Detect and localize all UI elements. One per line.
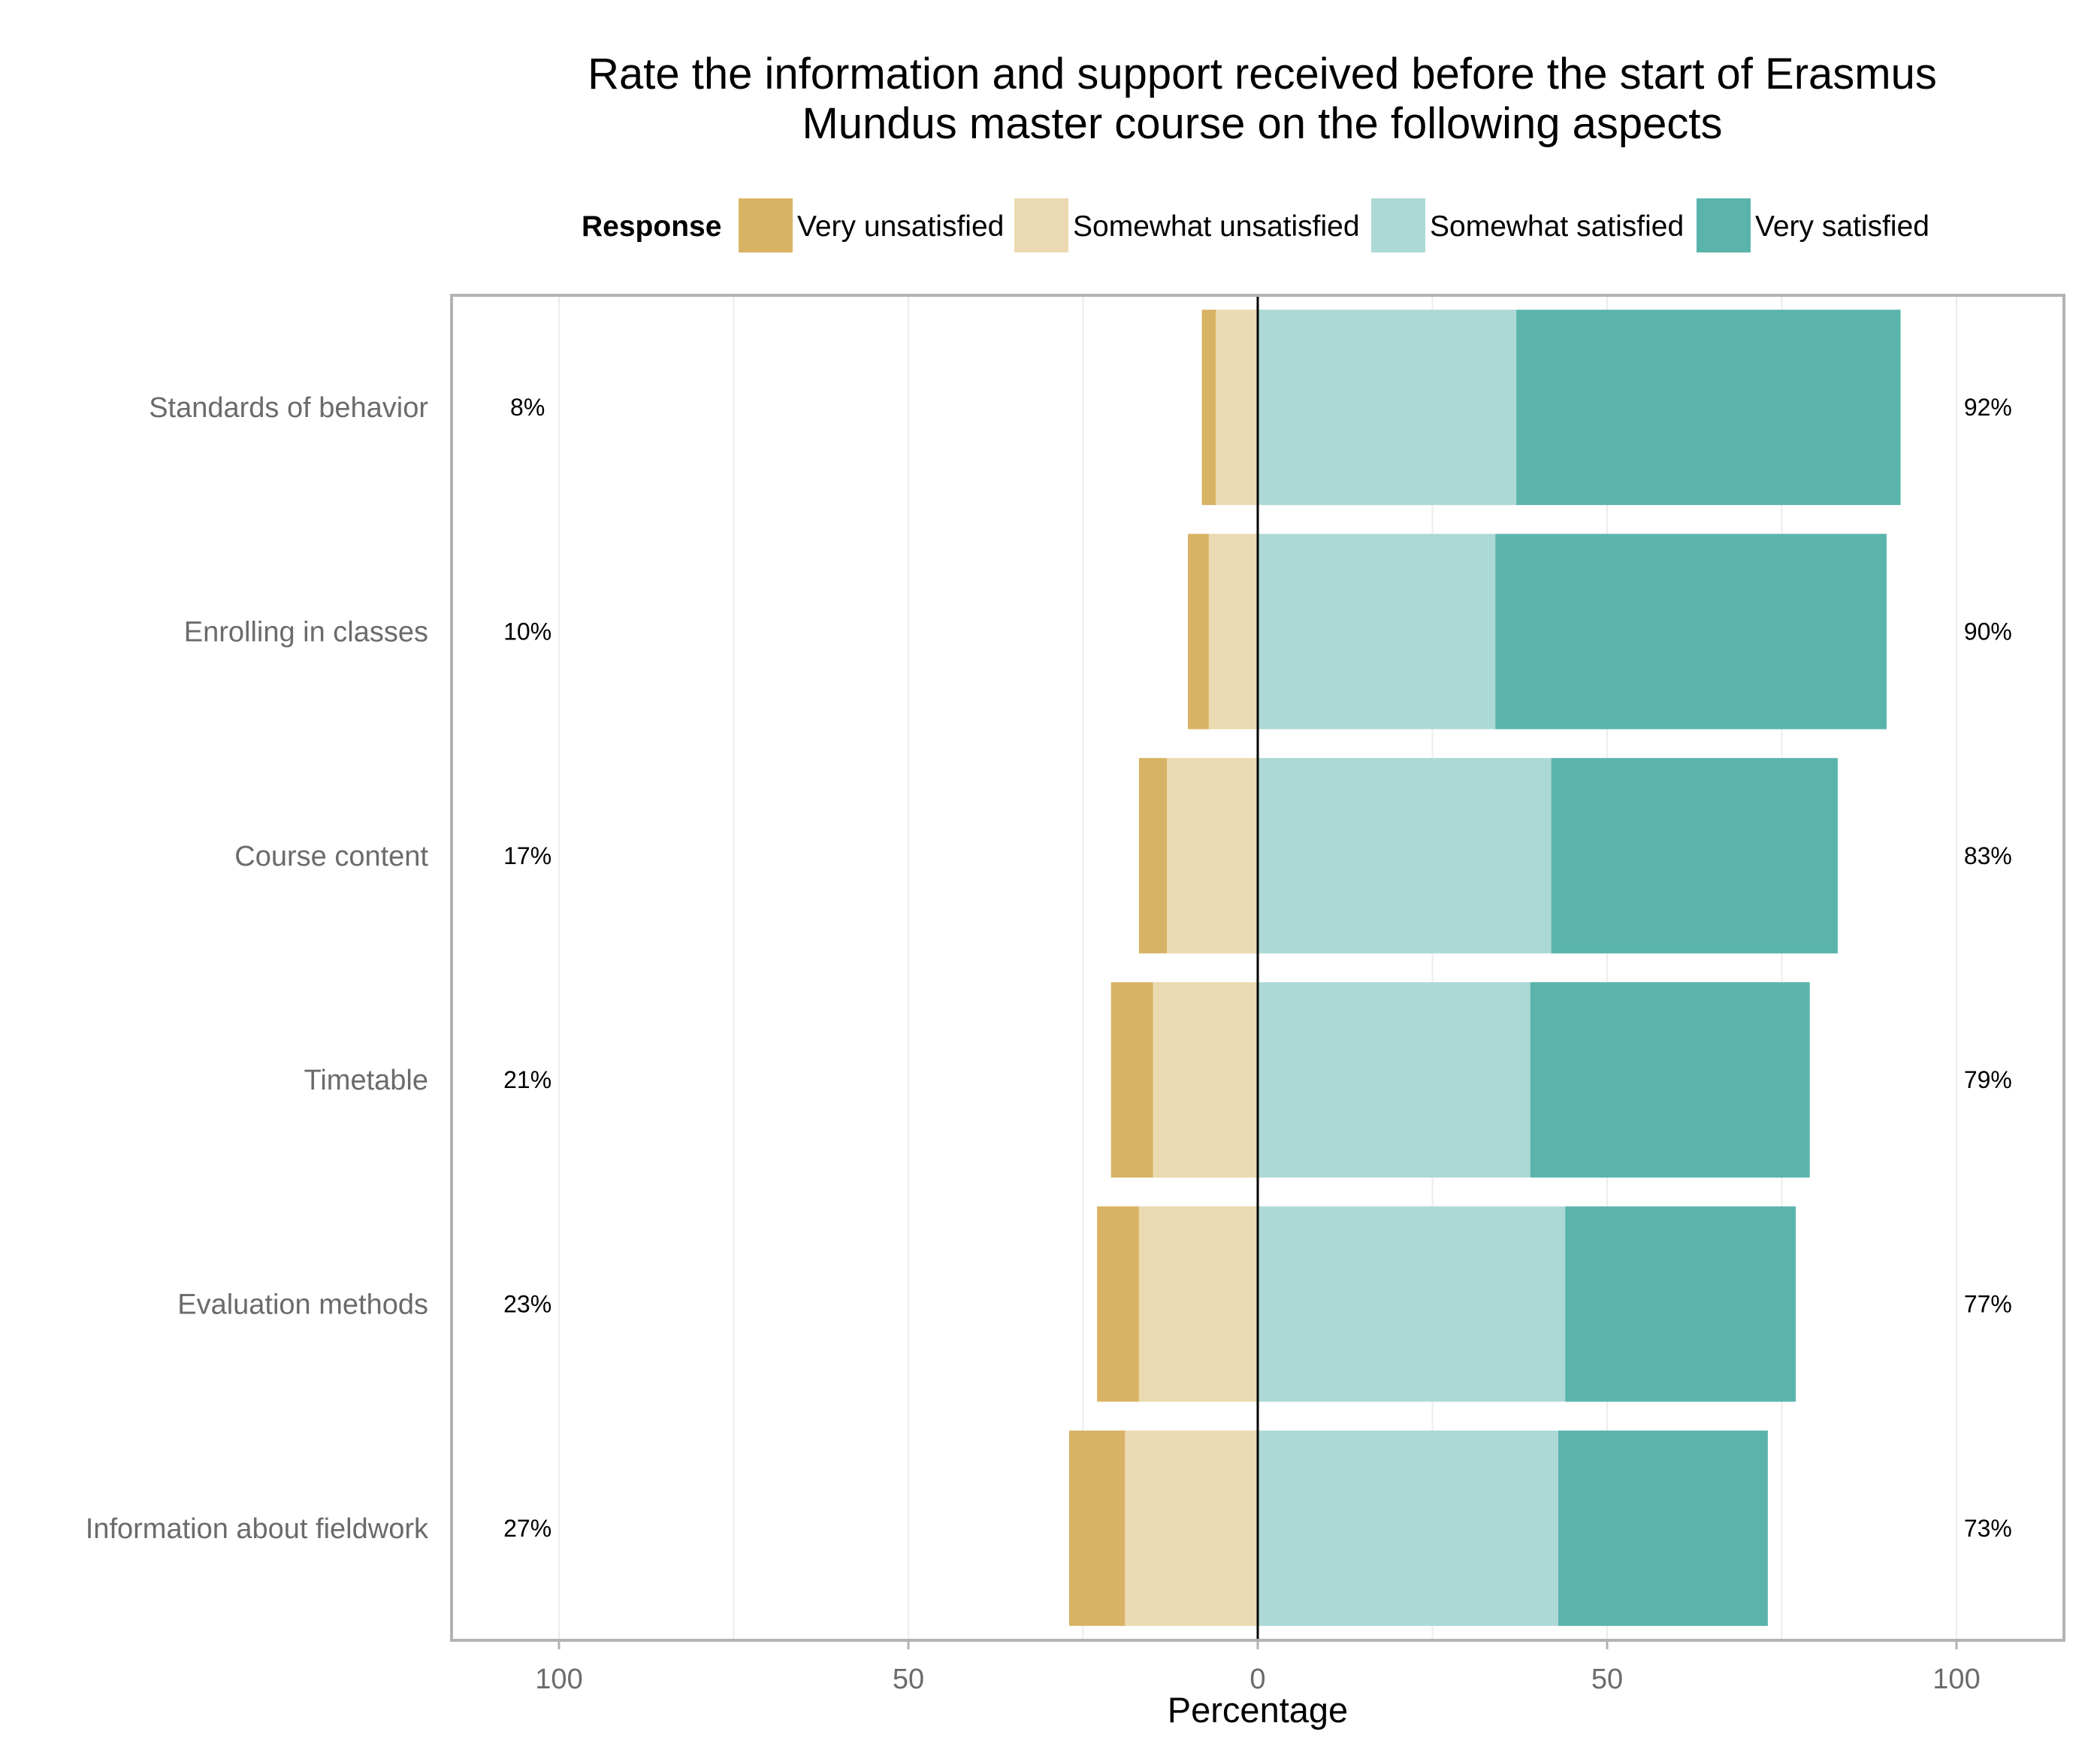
bar-group-enrolling-in-classes — [1188, 533, 1887, 730]
bar-very-unsatisfied-timetable — [1110, 982, 1153, 1178]
bar-somewhat-unsatisfied-course-content — [1167, 757, 1258, 954]
bar-somewhat-unsatisfied-timetable — [1153, 982, 1258, 1178]
category-label-standards-of-behavior: Standards of behavior — [149, 392, 428, 424]
bar-group-timetable — [1110, 982, 1810, 1178]
x-tick-label: 100 — [535, 1664, 582, 1695]
legend-title: Response — [582, 210, 721, 243]
bar-somewhat-satisfied-enrolling-in-classes — [1258, 533, 1496, 730]
right-percent-label: 77% — [1964, 1291, 2012, 1318]
bar-somewhat-satisfied-timetable — [1258, 982, 1530, 1178]
left-percent-label: 27% — [503, 1515, 551, 1542]
x-tick-label: 50 — [893, 1664, 924, 1695]
right-percent-label: 90% — [1964, 618, 2012, 645]
legend-key-very-satisfied — [1697, 198, 1751, 252]
chart-title-line-1: Rate the information and support receive… — [588, 50, 1937, 98]
bar-very-satisfied-timetable — [1530, 982, 1810, 1178]
bar-somewhat-unsatisfied-information-about-fieldwork — [1125, 1430, 1258, 1626]
legend-key-somewhat-unsatisfied — [1014, 198, 1068, 252]
chart-title-line-2: Mundus master course on the following as… — [802, 99, 1722, 148]
legend-label-very-satisfied: Very satisfied — [1755, 210, 1929, 243]
category-label-information-about-fieldwork: Information about fieldwork — [86, 1513, 429, 1545]
left-percent-label: 10% — [503, 618, 551, 645]
legend-key-very-unsatisfied — [739, 198, 793, 252]
bar-somewhat-unsatisfied-enrolling-in-classes — [1208, 533, 1258, 730]
legend-label-somewhat-satisfied: Somewhat satisfied — [1430, 210, 1684, 243]
x-tick-label: 0 — [1249, 1664, 1265, 1695]
legend-label-somewhat-unsatisfied: Somewhat unsatisfied — [1073, 210, 1360, 243]
category-label-course-content: Course content — [234, 841, 428, 872]
bar-group-standards-of-behavior — [1201, 310, 1901, 506]
bar-very-unsatisfied-course-content — [1138, 757, 1168, 954]
x-tick-label: 100 — [1932, 1664, 1980, 1695]
bar-group-information-about-fieldwork — [1068, 1430, 1768, 1626]
bar-very-unsatisfied-information-about-fieldwork — [1068, 1430, 1126, 1626]
x-tick-label: 50 — [1591, 1664, 1623, 1695]
bar-very-unsatisfied-evaluation-methods — [1097, 1206, 1139, 1402]
bar-somewhat-satisfied-standards-of-behavior — [1258, 310, 1517, 506]
bar-very-satisfied-evaluation-methods — [1565, 1206, 1796, 1402]
bar-somewhat-unsatisfied-standards-of-behavior — [1216, 310, 1258, 506]
left-percent-label: 17% — [503, 842, 551, 869]
bar-somewhat-unsatisfied-evaluation-methods — [1138, 1206, 1258, 1402]
right-percent-label: 92% — [1964, 394, 2012, 421]
category-label-evaluation-methods: Evaluation methods — [177, 1289, 428, 1321]
category-label-timetable: Timetable — [304, 1065, 428, 1096]
bar-very-satisfied-information-about-fieldwork — [1558, 1430, 1768, 1626]
bar-somewhat-satisfied-information-about-fieldwork — [1258, 1430, 1558, 1626]
bar-very-satisfied-standards-of-behavior — [1516, 310, 1901, 506]
bar-somewhat-satisfied-course-content — [1258, 757, 1552, 954]
right-percent-label: 83% — [1964, 842, 2012, 869]
category-label-enrolling-in-classes: Enrolling in classes — [184, 617, 428, 648]
right-percent-label: 73% — [1964, 1515, 2012, 1542]
x-axis-title: Percentage — [1168, 1690, 1348, 1730]
bar-group-evaluation-methods — [1097, 1206, 1796, 1402]
left-percent-label: 23% — [503, 1291, 551, 1318]
legend: Response Very unsatisfied Somewhat unsatis… — [582, 198, 1929, 252]
bar-somewhat-satisfied-evaluation-methods — [1258, 1206, 1566, 1402]
legend-label-very-unsatisfied: Very unsatisfied — [797, 210, 1004, 243]
right-percent-label: 79% — [1964, 1066, 2012, 1093]
plot-area: Standards of behavior 8% 92% Enrolling in c… — [86, 294, 2065, 1730]
bar-very-satisfied-course-content — [1551, 757, 1838, 954]
bar-very-unsatisfied-standards-of-behavior — [1201, 310, 1216, 506]
left-percent-label: 21% — [503, 1066, 551, 1093]
bar-very-satisfied-enrolling-in-classes — [1495, 533, 1887, 730]
legend-key-somewhat-satisfied — [1371, 198, 1425, 252]
left-percent-label: 8% — [510, 394, 545, 421]
bar-very-unsatisfied-enrolling-in-classes — [1188, 533, 1209, 730]
bar-group-course-content — [1138, 757, 1838, 954]
